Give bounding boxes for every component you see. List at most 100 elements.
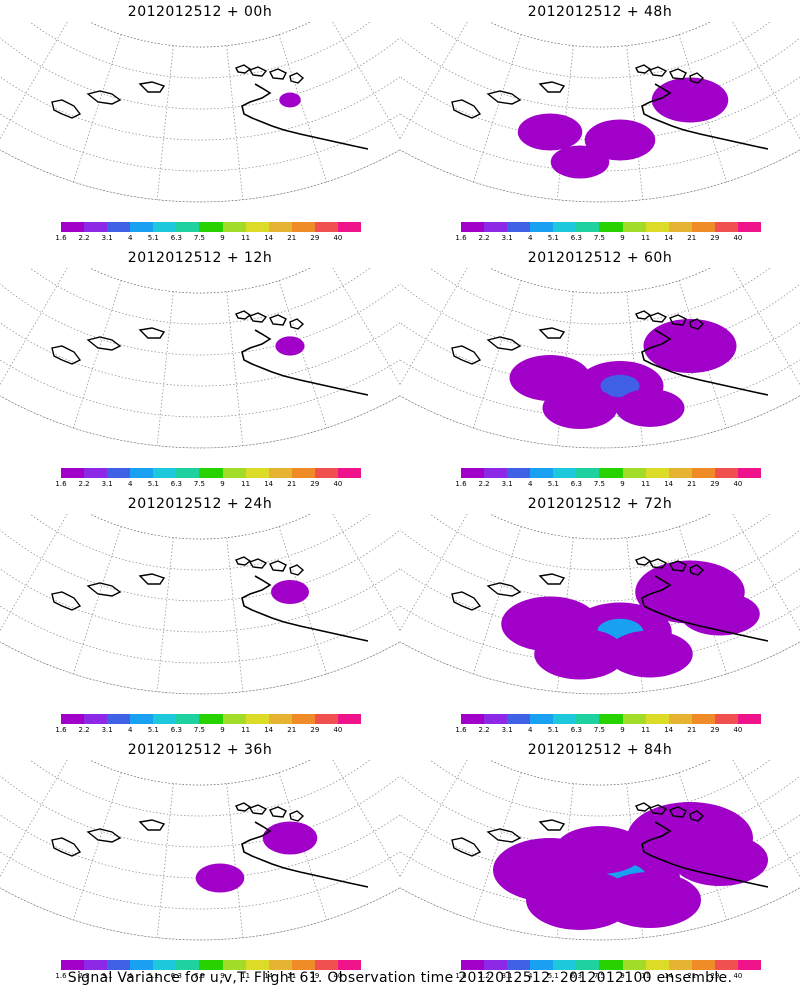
colorbar-swatch xyxy=(668,468,692,478)
colorbar-swatch xyxy=(691,222,715,232)
colorbar-swatch xyxy=(268,222,292,232)
panel-title: 2012012512 + 48h xyxy=(527,4,673,20)
meridian-line xyxy=(727,760,800,886)
colorbar-swatch xyxy=(461,714,485,724)
colorbar-swatch xyxy=(176,468,200,478)
latitude-line xyxy=(29,268,371,294)
colorbar-tick-label: 9 xyxy=(220,480,225,488)
colorbar-tick-label: 40 xyxy=(333,726,343,734)
colorbar-swatch xyxy=(484,468,508,478)
meridian-line xyxy=(400,514,473,640)
colorbar-swatch xyxy=(291,960,315,970)
colorbar-swatch xyxy=(337,468,362,478)
colorbar-tick-label: 29 xyxy=(710,234,720,242)
latitude-line xyxy=(29,22,371,48)
meridian-line xyxy=(0,514,73,640)
colorbar-tick-label: 9 xyxy=(620,726,625,734)
coastline xyxy=(641,329,769,396)
colorbar-tick-label: 21 xyxy=(287,480,297,488)
colorbar-tick-label: 9 xyxy=(620,972,625,980)
map-panel: 2012012512 + 12h 1.6 2.2 3.1 4 5.1 6.3 7.5 9 11 14… xyxy=(0,246,400,492)
polar-map xyxy=(0,760,400,941)
colorbar-tick-label: 21 xyxy=(687,234,697,242)
panel-title: 2012012512 + 60h xyxy=(527,250,673,266)
colorbar-swatch xyxy=(599,960,623,970)
figure-caption: Signal Variance for u,v,T. Flight 61. Ob… xyxy=(67,970,733,986)
colorbar-tick-label: 1.6 xyxy=(55,480,67,488)
meridian-line xyxy=(472,34,522,183)
colorbar-tick-label: 3.1 xyxy=(101,480,113,488)
colorbar-tick-label: 14 xyxy=(664,234,674,242)
colorbar-labels: 1.6 2.2 3.1 4 5.1 6.3 7.5 9 11 14 21 29 40 xyxy=(55,726,361,736)
colorbar-tick-label: 29 xyxy=(310,726,320,734)
colorbar-tick-label: 14 xyxy=(664,972,674,980)
colorbar-swatch xyxy=(153,960,177,970)
colorbar-tick-label: 6.3 xyxy=(570,972,582,980)
landmass-outline xyxy=(635,556,652,566)
colorbar-tick-label: 11 xyxy=(641,480,651,488)
colorbar-swatch xyxy=(84,468,108,478)
colorbar-tick-label: 5.1 xyxy=(147,726,159,734)
colorbar-swatch xyxy=(645,714,669,724)
colorbar-swatch xyxy=(337,222,362,232)
colorbar-swatch xyxy=(507,714,531,724)
coastline xyxy=(641,575,769,642)
latitude-line xyxy=(0,542,400,633)
landmass-outline xyxy=(248,804,268,815)
colorbar-swatch xyxy=(737,222,762,232)
colorbar-swatch xyxy=(507,468,531,478)
colorbar-swatch xyxy=(199,468,223,478)
colorbar-tick-label: 4 xyxy=(527,972,533,980)
colorbar-swatch xyxy=(245,222,269,232)
colorbar-tick-label: 4 xyxy=(527,234,533,242)
colorbar-swatch xyxy=(84,714,108,724)
colorbar-tick-label: 40 xyxy=(333,972,343,980)
variance-region xyxy=(271,580,309,604)
latitude-line xyxy=(0,565,400,664)
colorbar-swatch xyxy=(553,468,577,478)
latitude-line xyxy=(0,50,400,141)
landmass-outline xyxy=(669,68,687,80)
meridian-line xyxy=(400,514,430,589)
colorbar-swatch xyxy=(576,714,600,724)
colorbar-swatch xyxy=(268,714,292,724)
meridian-line xyxy=(156,45,174,200)
colorbar-swatch xyxy=(461,960,485,970)
meridian-line xyxy=(0,268,73,394)
colorbar xyxy=(461,714,762,724)
meridian-line xyxy=(400,268,473,394)
meridian-line xyxy=(770,760,800,835)
meridian-line xyxy=(400,22,430,97)
colorbar-swatch xyxy=(176,960,200,970)
colorbar-tick-label: 29 xyxy=(710,972,720,980)
meridian-line xyxy=(327,22,400,148)
variance-region xyxy=(584,119,656,161)
colorbar-swatch xyxy=(507,222,531,232)
colorbar-labels: 1.6 2.2 3.1 4 5.1 6.3 7.5 9 11 14 21 29 40 xyxy=(455,234,761,244)
landmass-outline xyxy=(635,802,652,812)
meridian-line xyxy=(226,291,244,446)
polar-map xyxy=(0,268,400,449)
colorbar-swatch xyxy=(622,468,646,478)
latitude-line xyxy=(0,73,400,172)
colorbar-swatch xyxy=(245,714,269,724)
latitude-line xyxy=(400,788,800,879)
landmass-outline xyxy=(689,810,705,822)
colorbar-labels: 1.6 2.2 3.1 4 5.1 6.3 7.5 9 11 14 21 29 40 xyxy=(55,972,361,982)
landmass-outline xyxy=(635,310,652,320)
meridian-line xyxy=(370,514,400,589)
colorbar-swatch xyxy=(268,468,292,478)
panel-title: 2012012512 + 12h xyxy=(127,250,273,266)
colorbar-tick-label: 9 xyxy=(220,234,225,242)
landmass-outline xyxy=(235,64,252,74)
latitude-line xyxy=(8,514,392,571)
colorbar-swatch xyxy=(199,714,223,724)
colorbar-tick-label: 40 xyxy=(733,234,743,242)
colorbar-tick-label: 5.1 xyxy=(147,480,159,488)
colorbar-tick-label: 40 xyxy=(333,480,343,488)
panel-title: 2012012512 + 36h xyxy=(127,742,273,758)
meridian-line xyxy=(400,22,473,148)
variance-region xyxy=(542,387,618,429)
colorbar-tick-label: 11 xyxy=(641,234,651,242)
colorbar-labels: 1.6 2.2 3.1 4 5.1 6.3 7.5 9 11 14 21 29 40 xyxy=(455,480,761,490)
